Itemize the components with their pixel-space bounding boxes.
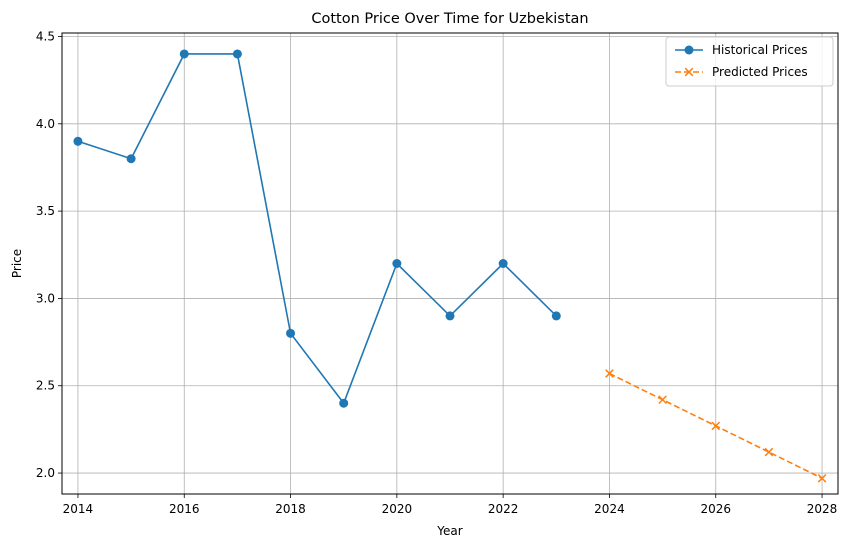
data-point-2 (711, 421, 721, 431)
data-point-1 (392, 259, 402, 268)
legend-label-1: Historical Prices (712, 43, 808, 57)
ticks: 2014 2016 2018 2020 2022 2024 2026 2028 2.0 2.5 3.… (36, 29, 837, 516)
data-point-2-stroke (711, 421, 721, 431)
plot-frame (61, 32, 839, 495)
y-tick-label: 4.5 (36, 29, 55, 43)
data-point-1 (232, 49, 242, 59)
data-point-2 (817, 473, 827, 483)
data-point-2-stroke (764, 447, 774, 457)
x-tick-label: 2016 (169, 502, 200, 516)
data-point-2-stroke (658, 395, 667, 405)
y-tick-label: 4.0 (36, 117, 55, 131)
series-line-1 (77, 53, 557, 405)
x-tick-label: 2018 (275, 502, 306, 516)
chart-title: Cotton Price Over Time for Uzbekistan (311, 11, 588, 27)
x-tick-label: 2022 (488, 502, 519, 516)
data-point-2 (605, 369, 614, 378)
x-axis-label: Year (436, 524, 462, 538)
data-point-2 (764, 447, 774, 457)
data-point-1 (126, 154, 136, 164)
x-tick-label: 2026 (700, 502, 731, 516)
y-tick-label: 3.0 (36, 291, 55, 305)
data-point-1 (339, 398, 349, 408)
legend: Historical Prices Predicted Prices (665, 36, 834, 87)
data-point-2-stroke (605, 369, 614, 378)
data-point-2 (658, 395, 667, 405)
data-point-1 (73, 136, 83, 146)
legend-marker-2 (684, 67, 694, 77)
x-tick-label: 2020 (382, 502, 413, 516)
y-tick-label: 2.0 (36, 466, 55, 480)
x-tick-label: 2028 (807, 502, 838, 516)
series-group (73, 49, 827, 483)
data-point-2-stroke (817, 473, 827, 483)
legend-marker-1 (684, 45, 694, 55)
y-axis-label: Price (10, 249, 24, 278)
data-point-1 (179, 49, 189, 59)
y-tick-label: 2.5 (36, 379, 55, 393)
legend-box (665, 36, 834, 87)
y-tick-label: 3.5 (36, 204, 55, 218)
data-point-1 (286, 328, 296, 338)
x-tick-label: 2014 (63, 502, 94, 516)
legend-label-2: Predicted Prices (712, 65, 808, 79)
data-point-1 (445, 311, 455, 321)
grid (62, 33, 838, 494)
data-point-1 (498, 259, 508, 268)
data-point-1 (551, 311, 561, 321)
legend-marker-2-stroke (684, 67, 694, 77)
x-tick-label: 2024 (594, 502, 625, 516)
